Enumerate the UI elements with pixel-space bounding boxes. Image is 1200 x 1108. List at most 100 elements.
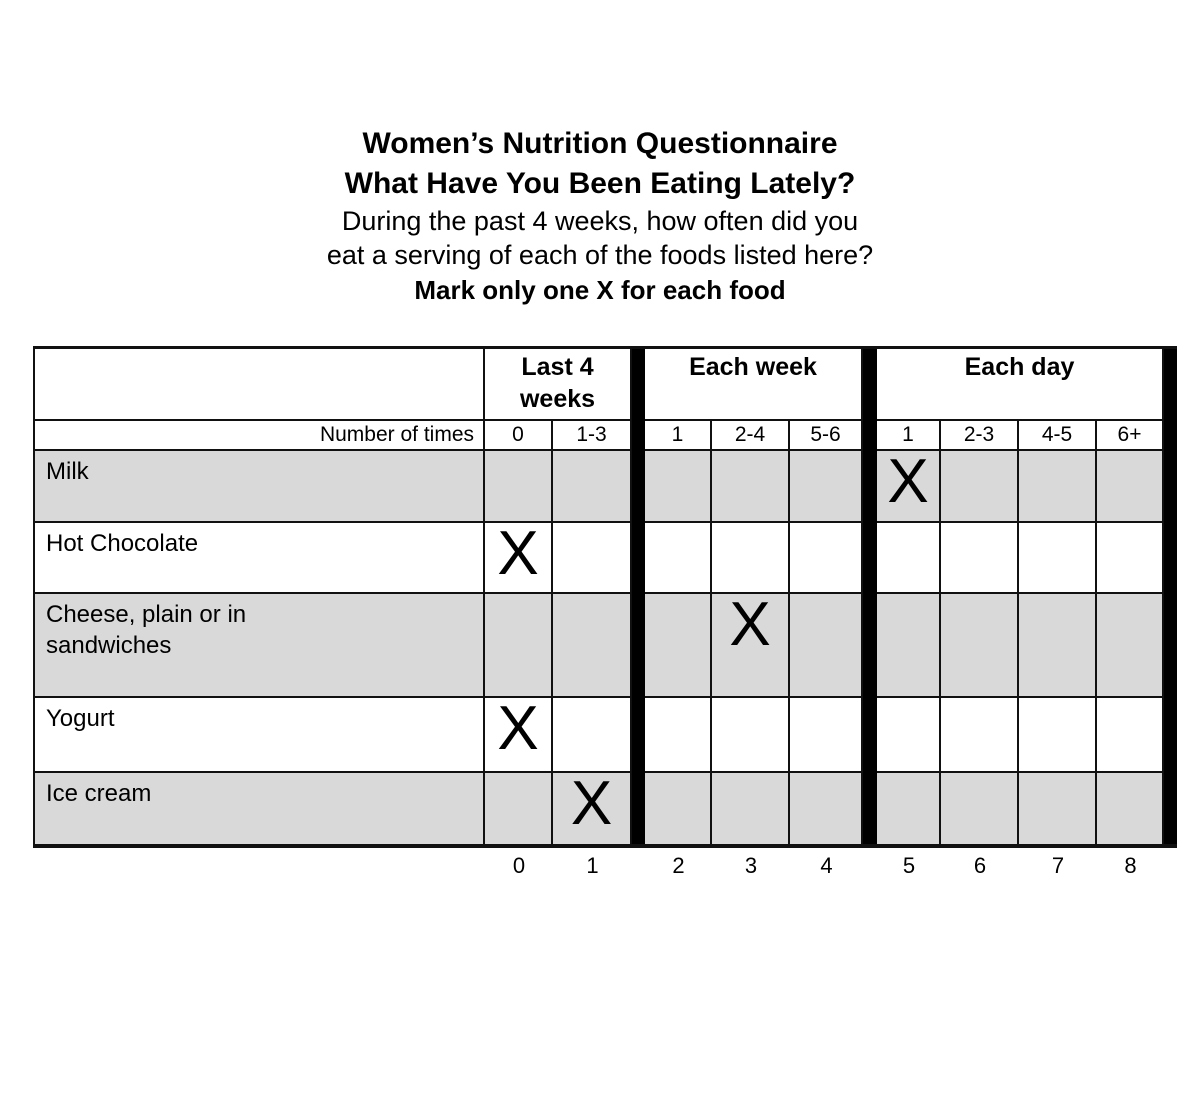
answer-cell[interactable] xyxy=(643,770,712,848)
score-row-spacer xyxy=(35,850,485,882)
food-frequency-table: Last 4 weeks Each week Each day Number o… xyxy=(33,346,1177,848)
frequency-header-cell: 2-4 xyxy=(710,418,790,451)
answer-cell[interactable] xyxy=(551,695,632,773)
questionnaire-header: Women’s Nutrition Questionnaire What Hav… xyxy=(0,0,1200,309)
answer-cell[interactable] xyxy=(1017,770,1097,848)
table-right-edge-bar xyxy=(1162,418,1177,451)
food-row: Hot Chocolate X xyxy=(33,520,1177,594)
answer-cell[interactable] xyxy=(710,695,790,773)
answer-cell[interactable] xyxy=(551,448,632,523)
x-mark-cell[interactable]: X xyxy=(875,448,941,523)
x-mark-cell[interactable]: X xyxy=(551,770,632,848)
group-header-row: Last 4 weeks Each week Each day xyxy=(33,346,1177,421)
food-name-label: Hot Chocolate xyxy=(46,529,199,557)
answer-cell[interactable] xyxy=(875,770,941,848)
section-divider-bar xyxy=(861,448,877,523)
answer-cell[interactable] xyxy=(875,695,941,773)
x-mark-cell[interactable]: X xyxy=(483,695,553,773)
food-name-cell: Yogurt xyxy=(33,695,485,773)
answer-cell[interactable] xyxy=(939,520,1019,594)
food-row: Cheese, plain or in sandwiches X xyxy=(33,591,1177,698)
answer-cell[interactable] xyxy=(1095,695,1164,773)
answer-cell[interactable] xyxy=(788,448,863,523)
answer-cell[interactable] xyxy=(1017,591,1097,698)
section-divider-bar xyxy=(630,695,645,773)
section-divider-bar xyxy=(630,520,645,594)
x-mark-cell[interactable]: X xyxy=(483,520,553,594)
score-number: 5 xyxy=(902,852,916,878)
score-number: 1 xyxy=(586,852,599,878)
answer-cell[interactable] xyxy=(939,695,1019,773)
frequency-header-cell: 1-3 xyxy=(551,418,632,451)
frequency-header-row: Number of times 0 1-3 1 2-4 5-6 1 2-3 4-5 6+ xyxy=(33,418,1177,451)
score-number: 2 xyxy=(672,852,685,878)
answer-cell[interactable] xyxy=(788,770,863,848)
table-right-edge-bar xyxy=(1162,770,1177,848)
food-name-label: Cheese, plain or in sandwiches xyxy=(46,600,247,659)
food-name-cell: Hot Chocolate xyxy=(33,520,485,594)
section-divider-bar xyxy=(630,591,645,698)
score-number: 7 xyxy=(1051,852,1065,878)
subtitle-line-1: During the past 4 weeks, how often did y… xyxy=(341,206,859,236)
section-divider-bar xyxy=(630,418,645,451)
frequency-header-cell: 0 xyxy=(483,418,553,451)
answer-cell[interactable] xyxy=(788,520,863,594)
answer-cell[interactable] xyxy=(551,591,632,698)
answer-cell[interactable] xyxy=(939,770,1019,848)
section-divider-bar xyxy=(630,346,645,421)
answer-cell[interactable] xyxy=(483,770,553,848)
answer-cell[interactable] xyxy=(710,448,790,523)
score-row: 0 1 2 3 4 5 6 7 8 xyxy=(35,850,1200,882)
answer-cell[interactable] xyxy=(643,448,712,523)
answer-cell[interactable] xyxy=(551,520,632,594)
score-bar-spacer xyxy=(863,850,877,882)
score-number: 8 xyxy=(1124,852,1137,878)
row-label-header: Number of times xyxy=(33,418,485,451)
answer-cell[interactable] xyxy=(788,591,863,698)
section-divider-bar xyxy=(861,591,877,698)
x-mark-cell[interactable]: X xyxy=(710,591,790,698)
answer-cell[interactable] xyxy=(643,591,712,698)
title-line-2: What Have You Been Eating Lately? xyxy=(344,167,856,200)
answer-cell[interactable] xyxy=(875,520,941,594)
answer-cell[interactable] xyxy=(788,695,863,773)
answer-cell[interactable] xyxy=(939,591,1019,698)
section-divider-bar xyxy=(861,346,877,421)
answer-cell[interactable] xyxy=(643,520,712,594)
col-group-each-day: Each day xyxy=(875,346,1164,421)
food-name-cell: Ice cream xyxy=(33,770,485,848)
frequency-header-cell: 4-5 xyxy=(1017,418,1097,451)
frequency-header-cell: 5-6 xyxy=(788,418,863,451)
answer-cell[interactable] xyxy=(1017,695,1097,773)
answer-cell[interactable] xyxy=(1017,520,1097,594)
answer-cell[interactable] xyxy=(1095,770,1164,848)
score-number: 4 xyxy=(820,852,833,878)
title-line-1: Women’s Nutrition Questionnaire xyxy=(362,127,838,160)
score-bar-spacer xyxy=(1164,850,1177,882)
answer-cell[interactable] xyxy=(643,695,712,773)
food-row: Yogurt X xyxy=(33,695,1177,773)
section-divider-bar xyxy=(861,418,877,451)
col-group-each-week: Each week xyxy=(643,346,863,421)
col-group-last-4-weeks: Last 4 weeks xyxy=(483,346,632,421)
table-right-edge-bar xyxy=(1162,520,1177,594)
answer-cell[interactable] xyxy=(710,520,790,594)
table-right-edge-bar xyxy=(1162,695,1177,773)
food-row: Milk X xyxy=(33,448,1177,523)
answer-cell[interactable] xyxy=(875,591,941,698)
answer-cell[interactable] xyxy=(1017,448,1097,523)
answer-cell[interactable] xyxy=(483,591,553,698)
answer-cell[interactable] xyxy=(939,448,1019,523)
table-right-edge-bar xyxy=(1162,346,1177,421)
answer-cell[interactable] xyxy=(1095,448,1164,523)
answer-cell[interactable] xyxy=(1095,520,1164,594)
food-name-cell: Milk xyxy=(33,448,485,523)
food-name-label: Milk xyxy=(46,457,89,485)
answer-cell[interactable] xyxy=(710,770,790,848)
answer-cell[interactable] xyxy=(483,448,553,523)
score-number: 3 xyxy=(744,852,758,878)
answer-cell[interactable] xyxy=(1095,591,1164,698)
food-name-label: Ice cream xyxy=(46,779,152,807)
subtitle-line-2: eat a serving of each of the foods liste… xyxy=(326,240,874,270)
